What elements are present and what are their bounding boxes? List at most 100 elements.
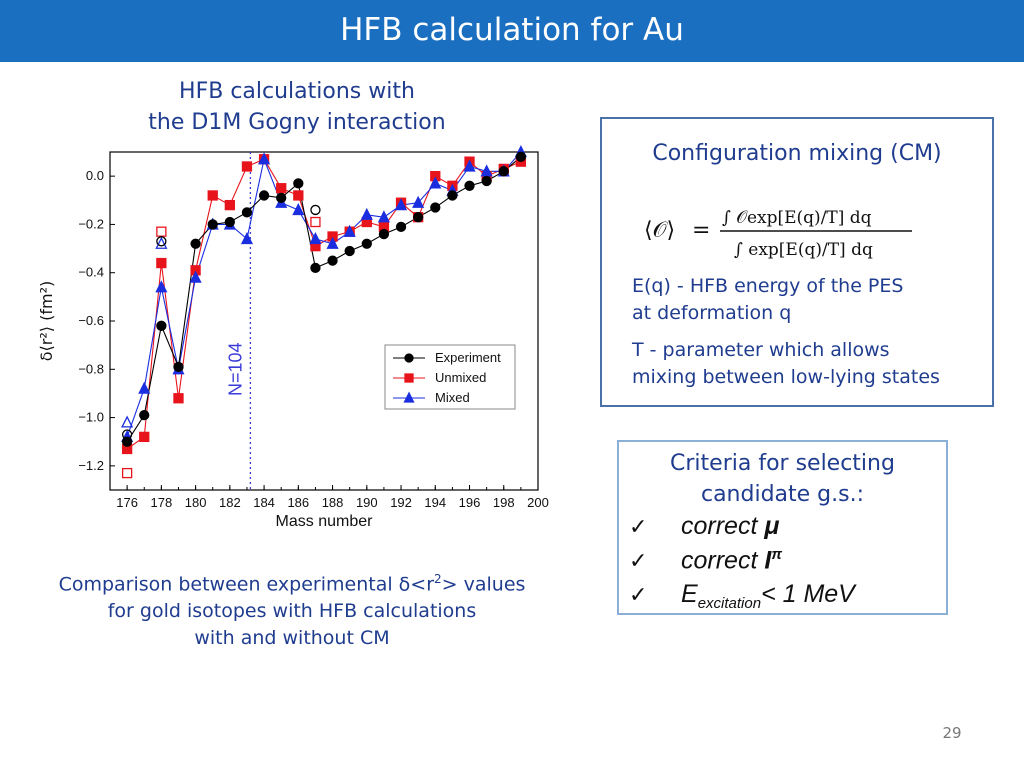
y-tick-label: −0.6 xyxy=(78,313,104,328)
svg-text:∫ exp[E(q)/T] dq: ∫ exp[E(q)/T] dq xyxy=(734,240,873,260)
criterion-3-base: E xyxy=(681,580,698,608)
data-point-mixed xyxy=(189,270,202,283)
x-tick-label: 182 xyxy=(219,495,241,510)
svg-text:∫ 𝒪exp[E(q)/T] dq: ∫ 𝒪exp[E(q)/T] dq xyxy=(722,208,872,228)
legend-label: Unmixed xyxy=(435,370,486,385)
data-point-mixed xyxy=(377,210,390,223)
configuration-mixing-box: Configuration mixing (CM) ⟨𝒪⟩ = ∫ 𝒪exp[E… xyxy=(600,117,994,407)
cm-formula: ⟨𝒪⟩ = ∫ 𝒪exp[E(q)/T] dq ∫ exp[E(q)/T] dq xyxy=(644,208,912,260)
data-point-experiment xyxy=(156,320,167,331)
data-point-experiment xyxy=(344,245,355,257)
data-point-experiment xyxy=(258,190,270,201)
legend-marker xyxy=(403,391,415,403)
data-point-experiment xyxy=(241,207,253,218)
svg-text:⟨𝒪⟩: ⟨𝒪⟩ xyxy=(644,218,675,243)
data-point-mixed xyxy=(155,280,168,293)
data-point-mixed xyxy=(258,152,271,165)
data-point-experiment xyxy=(310,262,321,274)
data-point-mixed xyxy=(429,176,442,189)
cm-title: Configuration mixing (CM) xyxy=(652,141,942,166)
data-point-mixed xyxy=(309,231,322,245)
checkmark-icon: ✓ xyxy=(629,548,648,574)
mass-number-chart: 176 178 180 182 184 186 188 190 192 194 196 198 200 0… xyxy=(37,145,549,530)
data-point-unmixed xyxy=(173,393,184,404)
data-point-experiment xyxy=(121,436,133,447)
criteria-box: Criteria for selecting candidate g.s.: ✓… xyxy=(617,440,948,615)
x-tick-label: 190 xyxy=(356,495,378,510)
data-point-unmixed xyxy=(156,257,167,269)
data-point-experiment xyxy=(276,192,287,204)
criterion-2-symbol: I xyxy=(764,546,772,575)
data-point-mixed xyxy=(360,207,373,220)
criterion-spin-parity: ✓ correct Iπ xyxy=(629,546,782,580)
data-point-experiment xyxy=(447,190,458,201)
data-point-mixed xyxy=(394,198,408,211)
data-point-experiment xyxy=(378,228,390,240)
x-tick-label: 184 xyxy=(253,495,275,510)
data-point-unmixed xyxy=(276,183,287,194)
data-point-experiment xyxy=(481,175,492,187)
open-marker xyxy=(156,236,167,247)
x-tick-label: 188 xyxy=(322,495,344,510)
x-tick-label: 198 xyxy=(493,495,515,510)
eq-line2: at deformation q xyxy=(632,302,792,324)
checkmark-icon: ✓ xyxy=(629,582,648,607)
open-marker xyxy=(310,204,321,216)
x-tick-label: 194 xyxy=(424,495,446,510)
data-point-experiment xyxy=(395,221,407,232)
criterion-2-sup: π xyxy=(771,546,782,563)
data-point-experiment xyxy=(293,178,304,189)
data-point-experiment xyxy=(139,410,150,421)
y-tick-label: −0.2 xyxy=(78,216,104,231)
x-tick-label: 200 xyxy=(527,495,549,510)
data-point-unmixed xyxy=(139,431,150,443)
t-line1: T - parameter which allows xyxy=(632,339,890,361)
data-point-mixed xyxy=(292,202,305,216)
page-number: 29 xyxy=(942,724,962,742)
caption-line1-post: > values xyxy=(441,573,526,596)
criterion-1-text: correct xyxy=(681,512,765,540)
x-tick-label: 178 xyxy=(151,495,173,510)
data-point-mixed xyxy=(412,195,425,208)
criterion-excitation-energy: ✓ Eexcitation< 1 MeV xyxy=(629,580,855,614)
criterion-2-text: correct xyxy=(681,546,765,575)
data-point-experiment xyxy=(190,238,201,249)
data-point-mixed xyxy=(326,236,339,249)
legend-label: Mixed xyxy=(435,390,470,405)
t-description: T - parameter which allows mixing betwee… xyxy=(632,337,940,391)
plot-frame xyxy=(109,151,539,491)
chart-heading: HFB calculations with the D1M Gogny inte… xyxy=(122,76,472,138)
chart-caption: Comparison between experimental δ<r2> va… xyxy=(32,566,552,652)
y-axis-label: δ⟨r²⟩ (fm²) xyxy=(37,281,56,361)
open-marker xyxy=(155,236,168,249)
legend-label: Experiment xyxy=(435,350,501,365)
caption-line1: Comparison between experimental δ<r2> va… xyxy=(32,566,552,598)
criterion-3-sub: excitation xyxy=(697,595,762,612)
criteria-title-line1: Criteria for selecting xyxy=(670,451,895,476)
data-point-unmixed xyxy=(293,190,304,201)
data-point-experiment xyxy=(361,238,372,249)
slide-title: HFB calculation for Au xyxy=(340,12,684,48)
caption-line3: with and without CM xyxy=(194,627,390,650)
data-point-experiment xyxy=(224,216,235,228)
open-marker xyxy=(121,467,133,479)
caption-line1-sup: 2 xyxy=(434,572,442,586)
y-tick-label: 0.0 xyxy=(86,168,104,183)
data-point-experiment xyxy=(327,255,338,266)
caption-line1-pre: Comparison between experimental δ<r xyxy=(58,573,435,596)
svg-text:=: = xyxy=(692,218,710,243)
criteria-title: Criteria for selecting candidate g.s.: xyxy=(619,448,946,510)
x-tick-label: 196 xyxy=(459,495,481,510)
eq-description: E(q) - HFB energy of the PES at deformat… xyxy=(632,273,903,327)
t-line2: mixing between low-lying states xyxy=(632,366,940,388)
data-point-experiment xyxy=(464,180,475,191)
data-point-experiment xyxy=(498,166,509,177)
data-point-experiment xyxy=(207,219,218,230)
data-point-unmixed xyxy=(224,199,235,211)
criterion-magnetic-moment: ✓ correct μ xyxy=(629,512,779,546)
data-point-unmixed xyxy=(241,161,253,172)
eq-line1: E(q) - HFB energy of the PES xyxy=(632,275,904,297)
y-tick-label: −1.0 xyxy=(78,410,104,425)
n104-label: N=104 xyxy=(225,343,245,397)
data-point-mixed xyxy=(463,159,476,172)
